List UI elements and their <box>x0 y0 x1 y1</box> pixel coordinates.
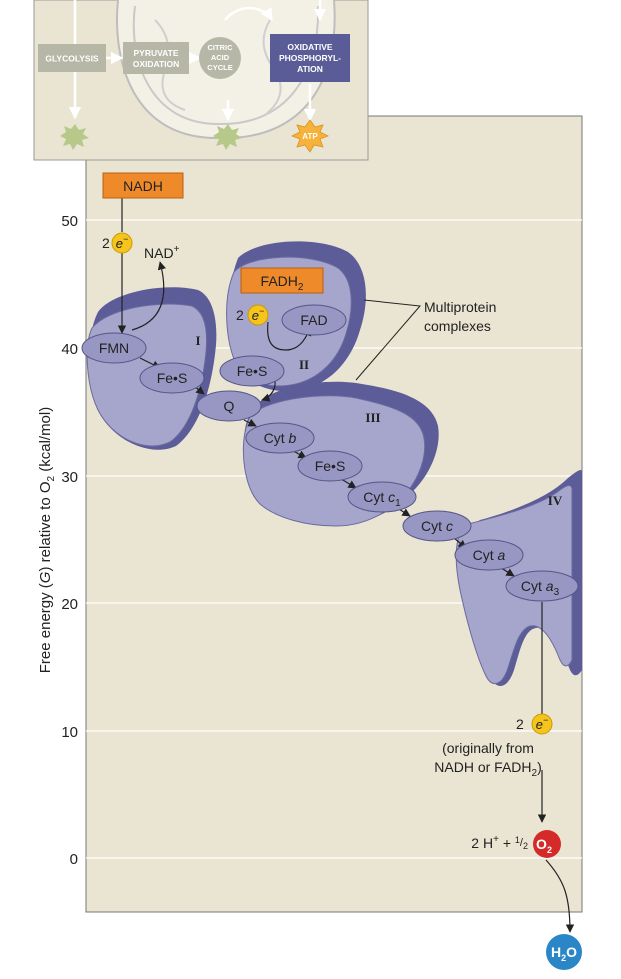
tick-10: 10 <box>61 724 78 741</box>
pyruvate-label-1: PYRUVATE <box>133 48 178 58</box>
electron-icon: e− <box>111 232 133 254</box>
atp-label: ATP <box>302 132 318 141</box>
fes-carrier-2 <box>219 355 285 387</box>
svg-text:e−: e− <box>116 234 129 251</box>
electrons-count-1: 2 <box>102 235 110 251</box>
citric-label-2: ACID <box>211 53 230 62</box>
citric-label-3: CYCLE <box>207 63 232 72</box>
complex-iii-numeral: III <box>365 410 380 425</box>
pyruvate-label-2: OXIDATION <box>133 59 180 69</box>
water-badge: H2O <box>546 934 582 970</box>
oxphos-label-2: PHOSPHORYL- <box>279 53 341 63</box>
atp-starburst-icon <box>291 119 329 153</box>
citric-acid-cycle-circle <box>199 37 241 79</box>
fmn-carrier <box>81 332 147 364</box>
q-carrier <box>196 390 262 422</box>
originally-from-1: (originally from <box>442 740 534 756</box>
cyt-a-carrier <box>454 539 524 571</box>
fes-carrier-1 <box>139 362 205 394</box>
fadh2-box <box>240 267 324 294</box>
electrons-count-3: 2 <box>516 716 524 732</box>
tick-0: 0 <box>70 851 78 868</box>
glycolysis-label: GLYCOLYSIS <box>45 54 99 64</box>
oxphos-box <box>270 34 350 82</box>
oxphos-label-1: OXIDATIVE <box>287 42 333 52</box>
fmn-label: FMN <box>99 340 129 356</box>
cyt-c1-carrier <box>347 481 417 513</box>
svg-text:e−: e− <box>252 306 265 323</box>
carriers <box>81 304 579 602</box>
electrons-count-2: 2 <box>236 307 244 323</box>
tick-30: 30 <box>61 469 78 486</box>
y-axis-label: Free energy (G) relative to O2 (kcal/mol… <box>37 407 57 673</box>
cyt-c-label: Cyt c <box>421 518 453 534</box>
cyt-b-label: Cyt b <box>264 430 297 446</box>
nad-plus-label: NAD+ <box>144 244 180 261</box>
fes-carrier-3 <box>297 450 363 482</box>
starburst-icon <box>60 124 89 150</box>
nadh-box <box>102 172 184 199</box>
nadh-label: NADH <box>123 178 163 194</box>
fes-label-2: Fe•S <box>237 363 268 379</box>
cyt-c-carrier <box>402 510 472 542</box>
originally-from-2: NADH or FADH2) <box>434 759 541 779</box>
complex-iv-numeral: IV <box>548 493 563 508</box>
svg-text:e−: e− <box>536 715 549 732</box>
oxygen-badge: O2 <box>533 830 561 858</box>
pathway-overview: GLYCOLYSIS PYRUVATE OXIDATION CITRIC ACI… <box>33 0 369 161</box>
fes-label-1: Fe•S <box>157 370 188 386</box>
fad-label: FAD <box>300 312 327 328</box>
complex-i-numeral: I <box>195 333 200 348</box>
electron-icon: e− <box>247 304 269 326</box>
tick-40: 40 <box>61 341 78 358</box>
citric-label-1: CITRIC <box>208 43 234 52</box>
cyt-a3-label: Cyt a3 <box>521 578 560 598</box>
tick-20: 20 <box>61 596 78 613</box>
fes-label-3: Fe•S <box>315 458 346 474</box>
tick-50: 50 <box>61 213 78 230</box>
cyt-b-carrier <box>245 422 315 454</box>
carrier-labels: FMN Fe•S FAD Fe•S Q Cyt b Fe•S Cyt c1 Cy… <box>99 312 560 598</box>
electron-icon: e− <box>531 713 553 735</box>
proton-equation: 2 H+ + 1/2 <box>471 834 528 851</box>
oxphos-label-3: ATION <box>297 64 323 74</box>
multiprotein-label-1: Multiprotein <box>424 299 496 315</box>
glycolysis-box <box>38 44 106 72</box>
cyt-a-label: Cyt a <box>473 547 506 563</box>
q-label: Q <box>224 398 235 414</box>
pyruvate-oxidation-box <box>123 42 189 74</box>
svg-text:H2O: H2O <box>551 944 577 963</box>
starburst-icon <box>213 124 242 150</box>
y-ticks: 50 40 30 20 10 0 <box>61 213 78 868</box>
svg-text:O2: O2 <box>536 836 552 855</box>
fad-carrier <box>281 304 347 336</box>
fadh2-label: FADH2 <box>261 273 304 293</box>
cyt-a3-carrier <box>505 570 579 602</box>
complex-ii-numeral: II <box>299 357 309 372</box>
multiprotein-label-2: complexes <box>424 318 491 334</box>
cyt-c1-label: Cyt c1 <box>363 489 401 509</box>
